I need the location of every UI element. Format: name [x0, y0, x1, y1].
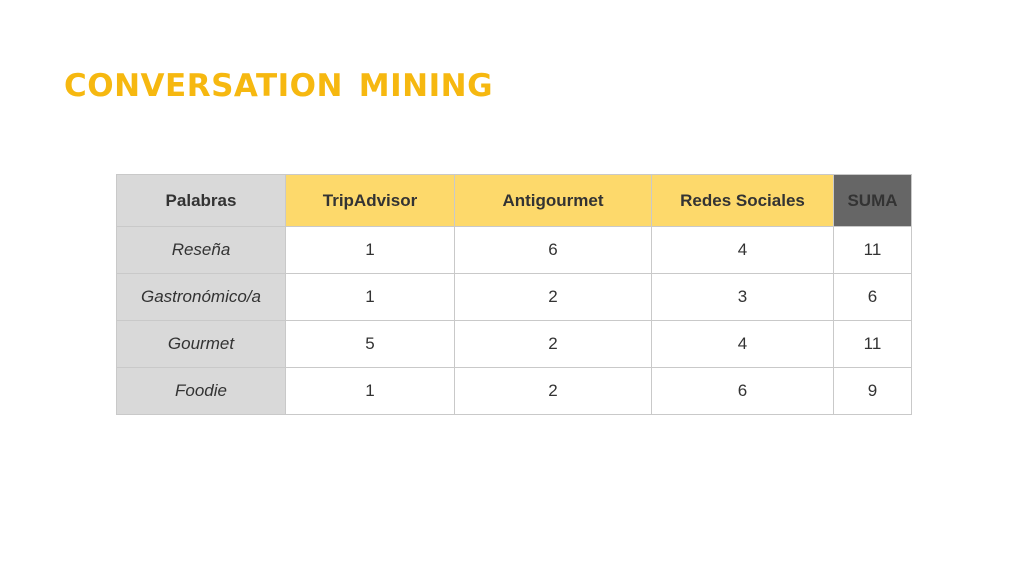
cell-redes-sociales: 3	[651, 273, 834, 321]
cell-suma: 11	[833, 226, 912, 274]
row-label: Foodie	[116, 367, 286, 415]
cell-tripadvisor: 5	[285, 320, 455, 368]
cell-tripadvisor: 1	[285, 273, 455, 321]
cell-antigourmet: 2	[454, 320, 652, 368]
cell-redes-sociales: 4	[651, 320, 834, 368]
cell-redes-sociales: 6	[651, 367, 834, 415]
table-row: Gourmet 5 2 4 11	[116, 320, 912, 368]
cell-antigourmet: 6	[454, 226, 652, 274]
header-antigourmet: Antigourmet	[454, 174, 652, 227]
row-label: Gastronómico/a	[116, 273, 286, 321]
cell-redes-sociales: 4	[651, 226, 834, 274]
slide-title: Conversation mining	[64, 56, 494, 107]
header-redes-sociales: Redes Sociales	[651, 174, 834, 227]
cell-antigourmet: 2	[454, 273, 652, 321]
word-frequency-table: Palabras TripAdvisor Antigourmet Redes S…	[116, 174, 912, 415]
table-row: Reseña 1 6 4 11	[116, 226, 912, 274]
row-label: Gourmet	[116, 320, 286, 368]
table-row: Gastronómico/a 1 2 3 6	[116, 273, 912, 321]
row-label: Reseña	[116, 226, 286, 274]
cell-suma: 9	[833, 367, 912, 415]
cell-suma: 11	[833, 320, 912, 368]
cell-tripadvisor: 1	[285, 226, 455, 274]
header-tripadvisor: TripAdvisor	[285, 174, 455, 227]
cell-antigourmet: 2	[454, 367, 652, 415]
table-row: Foodie 1 2 6 9	[116, 367, 912, 415]
cell-suma: 6	[833, 273, 912, 321]
cell-tripadvisor: 1	[285, 367, 455, 415]
table-header-row: Palabras TripAdvisor Antigourmet Redes S…	[116, 174, 912, 227]
header-suma: SUMA	[833, 174, 912, 227]
header-palabras: Palabras	[116, 174, 286, 227]
